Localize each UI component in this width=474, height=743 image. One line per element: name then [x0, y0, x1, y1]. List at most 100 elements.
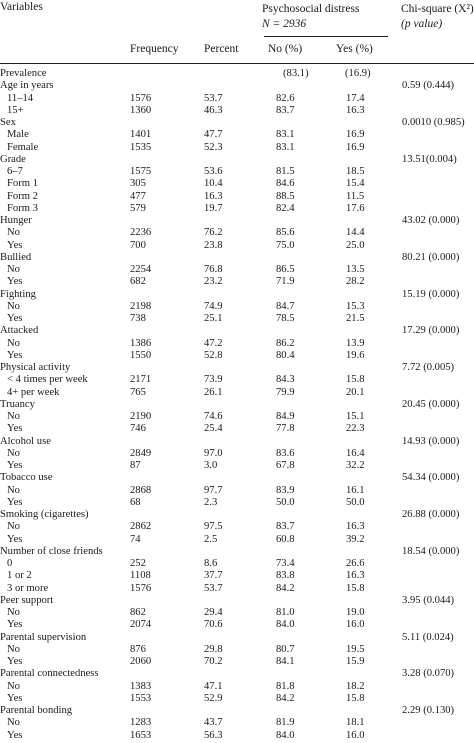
row-label: Female	[7, 141, 39, 153]
table-row: Yes 700 23.8 75.0 25.0	[0, 240, 474, 252]
table-row: 0 252 8.6 73.4 26.6	[0, 558, 474, 570]
table-row: Yes 2060 70.2 84.1 15.9	[0, 656, 474, 668]
no-percent-cell: 84.9	[276, 411, 295, 422]
no-percent-cell: 83.6	[276, 447, 295, 459]
table-row: Sex 0.0010 (0.985)	[0, 117, 474, 129]
yes-percent-cell: 18.1	[346, 717, 365, 729]
no-percent-cell: 73.4	[276, 558, 295, 569]
percent-cell: 3.0	[204, 460, 218, 471]
percent-cell: 76.2	[204, 227, 223, 239]
table-row: 3 or more 1576 53.7 84.2 15.8	[0, 583, 474, 595]
no-percent-cell: (83.1)	[283, 68, 309, 79]
row-label: Physical activity	[0, 362, 71, 373]
percent-cell: 52.9	[204, 692, 223, 704]
row-label: Yes	[7, 276, 23, 288]
row-label: Form 3	[7, 202, 38, 214]
table-row: Physical activity 7.72 (0.005)	[0, 362, 474, 374]
table-row: Yes 1653 56.3 84.0 16.0	[0, 730, 474, 742]
header-yes-percent: Yes (%)	[336, 43, 373, 55]
row-label: Bullied	[0, 251, 32, 263]
percent-cell: 52.3	[204, 141, 223, 153]
no-percent-cell: 83.9	[276, 484, 295, 496]
chi-square-cell: 17.29 (0.000)	[402, 325, 460, 337]
table-row: Yes 738 25.1 78.5 21.5	[0, 313, 474, 325]
frequency-cell: 876	[130, 643, 146, 655]
frequency-cell: 2060	[130, 656, 152, 667]
row-label: Parental bonding	[0, 705, 73, 716]
row-label: Peer support	[0, 594, 54, 606]
percent-cell: 74.6	[204, 411, 223, 422]
frequency-cell: 74	[130, 533, 141, 545]
percent-cell: 2.5	[204, 533, 218, 545]
chi-square-cell: 80.21 (0.000)	[402, 251, 460, 263]
no-percent-cell: 88.5	[276, 190, 295, 202]
row-label: Yes	[7, 692, 23, 704]
percent-cell: 74.9	[204, 300, 223, 312]
table-row: Hunger 43.02 (0.000)	[0, 215, 474, 227]
yes-percent-cell: 20.1	[346, 386, 365, 398]
percent-cell: 8.6	[204, 558, 218, 569]
no-percent-cell: 85.6	[276, 227, 295, 239]
chi-square-cell: 20.45 (0.000)	[402, 398, 460, 410]
frequency-cell: 1576	[130, 582, 152, 594]
yes-percent-cell: 13.9	[346, 337, 365, 349]
yes-percent-cell: 18.2	[346, 680, 365, 692]
no-percent-cell: 84.2	[276, 582, 295, 594]
percent-cell: 25.1	[204, 313, 223, 324]
row-label: No	[7, 607, 20, 618]
header-p-value: (p value)	[401, 18, 443, 30]
frequency-cell: 1653	[130, 729, 152, 741]
table-row: Fighting 15.19 (0.000)	[0, 289, 474, 301]
table-row: Yes 2074 70.6 84.0 16.0	[0, 619, 474, 631]
frequency-cell: 2171	[130, 374, 152, 386]
header-no-percent: No (%)	[268, 43, 303, 55]
table-row: 4+ per week 765 26.1 79.9 20.1	[0, 387, 474, 399]
percent-cell: 19.7	[204, 202, 223, 214]
yes-percent-cell: 16.9	[346, 141, 365, 153]
yes-percent-cell: (16.9)	[345, 68, 371, 79]
row-label: No	[7, 521, 20, 533]
yes-percent-cell: 18.5	[346, 166, 365, 177]
yes-percent-cell: 16.0	[346, 619, 365, 631]
frequency-cell: 305	[130, 178, 146, 190]
yes-percent-cell: 16.4	[346, 447, 365, 459]
no-percent-cell: 77.8	[276, 423, 295, 435]
no-percent-cell: 84.1	[276, 656, 295, 667]
row-label: No	[7, 337, 20, 349]
table-row: Male 1401 47.7 83.1 16.9	[0, 129, 474, 141]
table-row: Form 1 305 10.4 84.6 15.4	[0, 178, 474, 190]
chi-square-cell: 14.93 (0.000)	[402, 435, 460, 447]
row-label: Fighting	[0, 288, 36, 300]
frequency-cell: 1575	[130, 166, 152, 177]
percent-cell: 53.7	[204, 92, 223, 104]
no-percent-cell: 60.8	[276, 533, 295, 545]
frequency-cell: 1386	[130, 337, 152, 349]
chi-square-cell: 2.29 (0.130)	[402, 705, 455, 716]
yes-percent-cell: 15.4	[346, 178, 365, 190]
row-label: Yes	[7, 423, 23, 435]
frequency-cell: 477	[130, 190, 146, 202]
row-label: Yes	[7, 729, 23, 741]
percent-cell: 47.2	[204, 337, 223, 349]
frequency-cell: 2849	[130, 447, 152, 459]
no-percent-cell: 78.5	[276, 313, 295, 324]
yes-percent-cell: 26.6	[346, 558, 365, 569]
table-row: Yes 1550 52.8 80.4 19.6	[0, 350, 474, 362]
percent-cell: 37.7	[204, 570, 223, 582]
frequency-cell: 700	[130, 239, 146, 251]
table-row: No 2236 76.2 85.6 14.4	[0, 227, 474, 239]
yes-percent-cell: 50.0	[346, 496, 365, 508]
no-percent-cell: 67.8	[276, 460, 295, 471]
row-label: No	[7, 484, 20, 496]
no-percent-cell: 86.5	[276, 264, 295, 275]
yes-percent-cell: 16.3	[346, 104, 365, 116]
row-label: Male	[7, 129, 29, 141]
percent-cell: 23.2	[204, 276, 223, 288]
row-label: 15+	[7, 104, 24, 116]
no-percent-cell: 81.8	[276, 680, 295, 692]
row-label: < 4 times per week	[7, 374, 88, 386]
chi-square-cell: 15.19 (0.000)	[402, 288, 460, 300]
yes-percent-cell: 15.3	[346, 300, 365, 312]
row-label: Parental supervision	[0, 631, 87, 643]
percent-cell: 53.7	[204, 582, 223, 594]
